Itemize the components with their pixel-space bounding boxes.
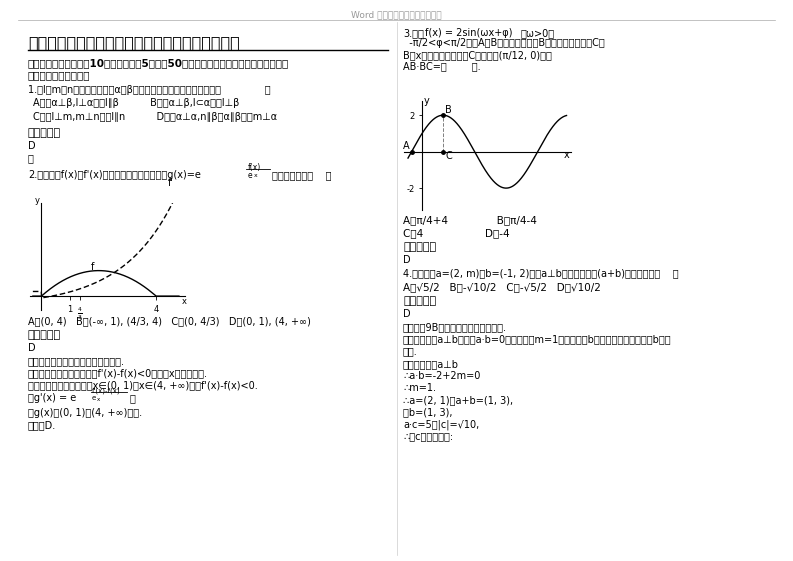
Text: 参考答案：: 参考答案： <box>28 128 61 138</box>
Text: 而g'(x) = e: 而g'(x) = e <box>28 393 76 403</box>
Text: 1.设l，m，n为不同的直线，α，β为不同的平面，则正确的命题为（              ）: 1.设l，m，n为不同的直线，α，β为不同的平面，则正确的命题为（ ） <box>28 85 270 95</box>
Text: C: C <box>445 151 452 161</box>
Text: ，: ， <box>130 393 136 403</box>
Text: x: x <box>564 150 569 160</box>
Text: 参考答案：: 参考答案： <box>403 242 436 252</box>
Text: f: f <box>91 261 94 272</box>
Text: A: A <box>403 141 409 151</box>
Text: A．(0, 4)   B．(-∞, 1), (4/3, 4)   C．(0, 4/3)   D．(0, 1), (4, +∞): A．(0, 4) B．(-∞, 1), (4/3, 4) C．(0, 4/3) … <box>28 316 311 326</box>
Text: C．4                   D．-4: C．4 D．-4 <box>403 228 510 238</box>
Text: 故g(x)在(0, 1)，(4, +∞)递减.: 故g(x)在(0, 1)，(4, +∞)递减. <box>28 408 142 418</box>
Text: 一、选择题：本大题共10小题，每小题5分，共50分。在每小题给出的四个选项中，只有: 一、选择题：本大题共10小题，每小题5分，共50分。在每小题给出的四个选项中，只… <box>28 58 289 68</box>
Text: 【分析】根据a⊥b可得出a·b=0，从而求出m=1，进而求出b的坐标，从而可求出在b上的: 【分析】根据a⊥b可得出a·b=0，从而求出m=1，进而求出b的坐标，从而可求出… <box>403 334 672 344</box>
Text: 参考答案：: 参考答案： <box>28 330 61 340</box>
Text: 4.已知向量a=(2, m)，b=(-1, 2)，若a⊥b，则准在向量(a+b)上的投影为（    ）: 4.已知向量a=(2, m)，b=(-1, 2)，若a⊥b，则准在向量(a+b)… <box>403 268 679 278</box>
Text: ∴a·b=-2+2m=0: ∴a·b=-2+2m=0 <box>403 371 481 381</box>
Text: y: y <box>35 196 40 205</box>
Text: f(x): f(x) <box>248 163 261 172</box>
Text: D: D <box>403 255 411 265</box>
Text: B: B <box>445 105 452 116</box>
Text: A．√5/2   B．-√10/2   C．-√5/2   D．√10/2: A．√5/2 B．-√10/2 C．-√5/2 D．√10/2 <box>403 282 601 292</box>
Text: 【解答】解：结合图象：x∈(0, 1)和x∈(4, +∞)时，f'(x)-f(x)<0.: 【解答】解：结合图象：x∈(0, 1)和x∈(4, +∞)时，f'(x)-f(x… <box>28 380 258 390</box>
Text: D: D <box>28 343 36 353</box>
Text: e: e <box>248 171 253 180</box>
Text: 四川省德阳市雍城中学高三数学文期末试题含解析: 四川省德阳市雍城中学高三数学文期末试题含解析 <box>28 35 239 50</box>
Text: y: y <box>424 96 430 106</box>
Text: AB·BC=（        ）.: AB·BC=（ ）. <box>403 61 481 71</box>
Text: f'(x)-f(x): f'(x)-f(x) <box>92 387 121 393</box>
Text: C．若l⊥m,m⊥n，则l∥n          D．若α⊥α,n∥β且α∥β，则m⊥α: C．若l⊥m,m⊥n，则l∥n D．若α⊥α,n∥β且α∥β，则m⊥α <box>33 112 277 122</box>
Text: D: D <box>403 309 411 319</box>
Text: A．π/4+4               B．π/4-4: A．π/4+4 B．π/4-4 <box>403 215 537 225</box>
Text: A．若α⊥β,l⊥α，则l∥β          B．若α⊥β,l⊂α，则l⊥β: A．若α⊥β,l⊥α，则l∥β B．若α⊥β,l⊂α，则l⊥β <box>33 98 239 108</box>
Text: 【考点】利用导数研究函数的单调性.: 【考点】利用导数研究函数的单调性. <box>28 356 125 366</box>
Text: 2.已知函数f(x)与f'(x)的图象如图所示，则函数g(x)=e: 2.已知函数f(x)与f'(x)的图象如图所示，则函数g(x)=e <box>28 170 201 180</box>
Text: x: x <box>97 397 100 402</box>
Text: 参考答案：: 参考答案： <box>403 296 436 306</box>
Text: a·c=5，|c|=√10,: a·c=5，|c|=√10, <box>403 419 479 430</box>
Text: （ω>0，: （ω>0， <box>521 28 555 38</box>
Text: B在x轴上的射影，且点C的坐标为(π/12, 0)，则: B在x轴上的射影，且点C的坐标为(π/12, 0)，则 <box>403 50 552 60</box>
Text: x: x <box>254 173 258 178</box>
Text: ∴a=(2, 1)，a+b=(1, 3),: ∴a=(2, 1)，a+b=(1, 3), <box>403 395 513 405</box>
Text: D: D <box>28 141 36 151</box>
Text: 的递增区间为（    ）: 的递增区间为（ ） <box>272 170 331 180</box>
Text: 投影.: 投影. <box>403 346 418 356</box>
Text: Word 文档下载后（可任意编辑）: Word 文档下载后（可任意编辑） <box>351 10 442 19</box>
Text: ∴m=1.: ∴m=1. <box>403 383 436 393</box>
Text: -π/2<φ<π/2），A、B为图象上两点，B是图象的最高点，C为: -π/2<φ<π/2），A、B为图象上两点，B是图象的最高点，C为 <box>403 38 605 48</box>
Text: 3.已知: 3.已知 <box>403 28 424 38</box>
Text: 是一个符合题目要求的: 是一个符合题目要求的 <box>28 70 90 80</box>
Text: x: x <box>182 297 187 306</box>
Text: 故选：D.: 故选：D. <box>28 420 56 430</box>
Text: 即b=(1, 3),: 即b=(1, 3), <box>403 407 453 417</box>
Text: 略: 略 <box>28 153 34 163</box>
Text: f(x) = 2sin(ωx+φ): f(x) = 2sin(ωx+φ) <box>425 28 512 38</box>
Text: 【分析】结合函数图象求出f'(x)-f(x)<0成立的x的范围即可.: 【分析】结合函数图象求出f'(x)-f(x)<0成立的x的范围即可. <box>28 368 208 378</box>
Text: e: e <box>92 395 96 401</box>
Text: f': f' <box>167 178 173 188</box>
Text: 【考点】9B：平面向量数量积的运算.: 【考点】9B：平面向量数量积的运算. <box>403 322 507 332</box>
Text: 【解答】解：a⊥b: 【解答】解：a⊥b <box>403 359 459 369</box>
Text: ∴在c上的投影为:: ∴在c上的投影为: <box>403 431 453 441</box>
